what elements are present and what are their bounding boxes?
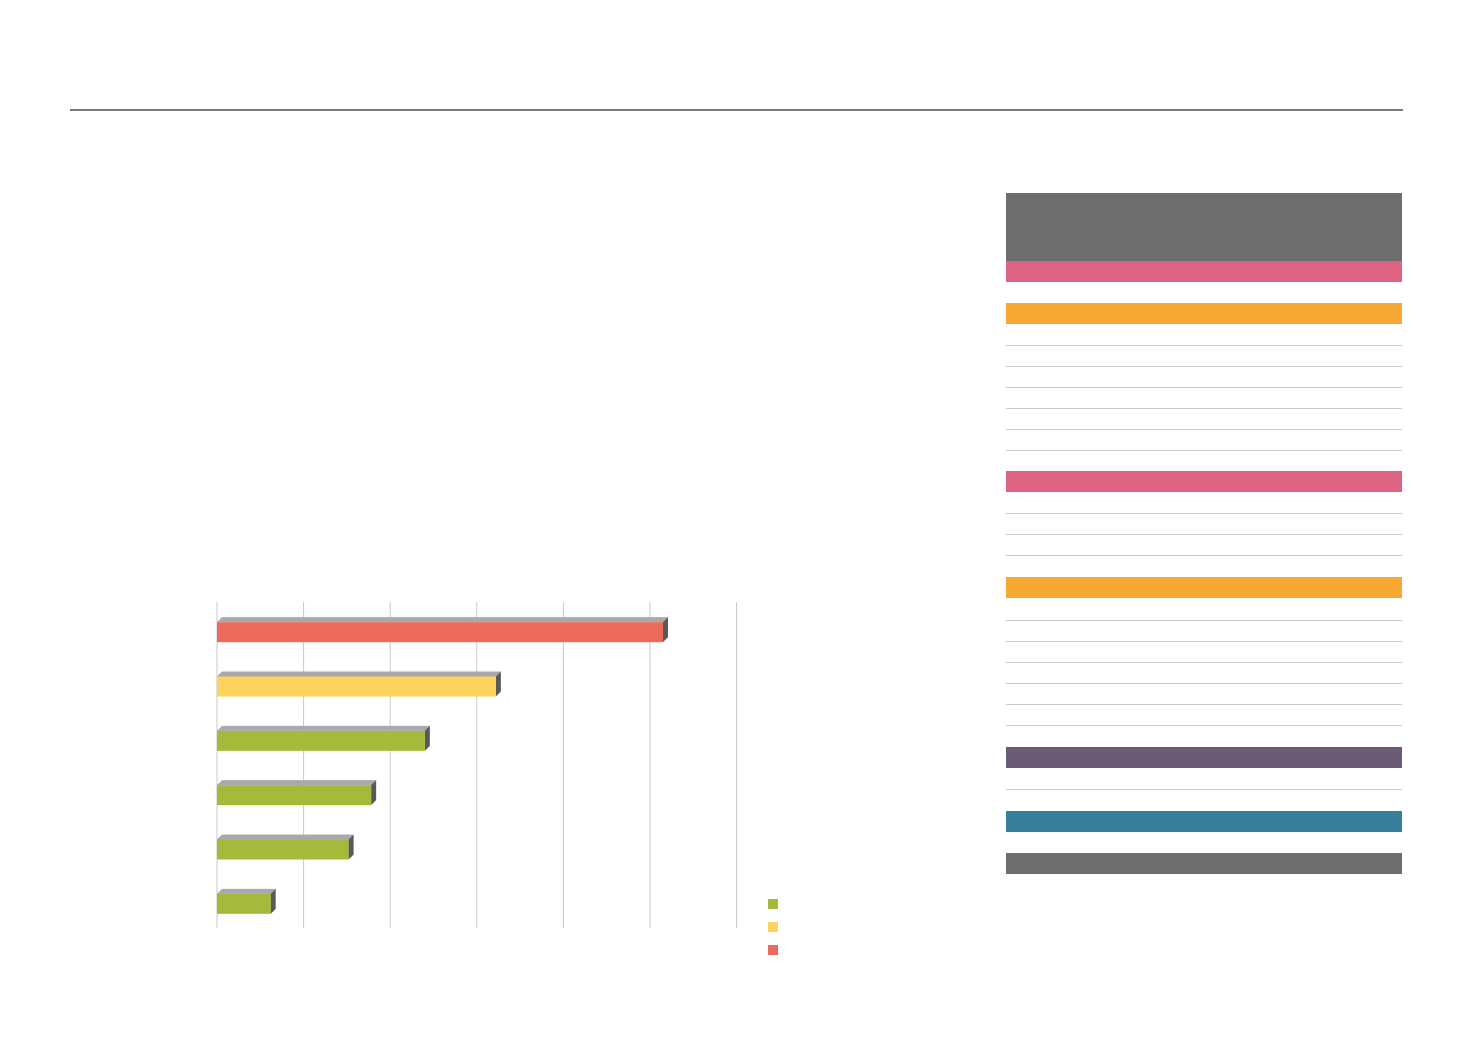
table-section	[1006, 261, 1402, 282]
bar-top	[217, 617, 668, 623]
bar-side	[495, 671, 501, 697]
bar-top	[217, 671, 501, 677]
bar	[217, 622, 663, 643]
bar	[217, 730, 425, 751]
table-section	[1006, 577, 1402, 598]
table-header	[1006, 193, 1402, 261]
table-section	[1006, 747, 1402, 768]
side-table	[1006, 193, 1402, 874]
bar	[217, 785, 372, 806]
bar	[217, 893, 271, 914]
bar-top	[217, 725, 430, 731]
bar-side	[371, 780, 377, 806]
bar-side	[348, 834, 354, 860]
table-section	[1006, 303, 1402, 324]
bar-side	[662, 617, 668, 643]
bar-side	[424, 725, 430, 751]
bar	[217, 676, 496, 697]
bar-top	[217, 888, 276, 894]
table-section	[1006, 853, 1402, 874]
legend-swatch	[768, 899, 778, 909]
table-row-lines	[1006, 345, 1402, 790]
legend-swatch	[768, 945, 778, 955]
legend-swatch	[768, 922, 778, 932]
chart	[216, 602, 778, 955]
table-section	[1006, 471, 1402, 492]
bar-top	[217, 834, 354, 840]
bar-top	[217, 780, 377, 786]
table-section	[1006, 811, 1402, 832]
bar	[217, 839, 349, 860]
bar-side	[270, 888, 276, 914]
